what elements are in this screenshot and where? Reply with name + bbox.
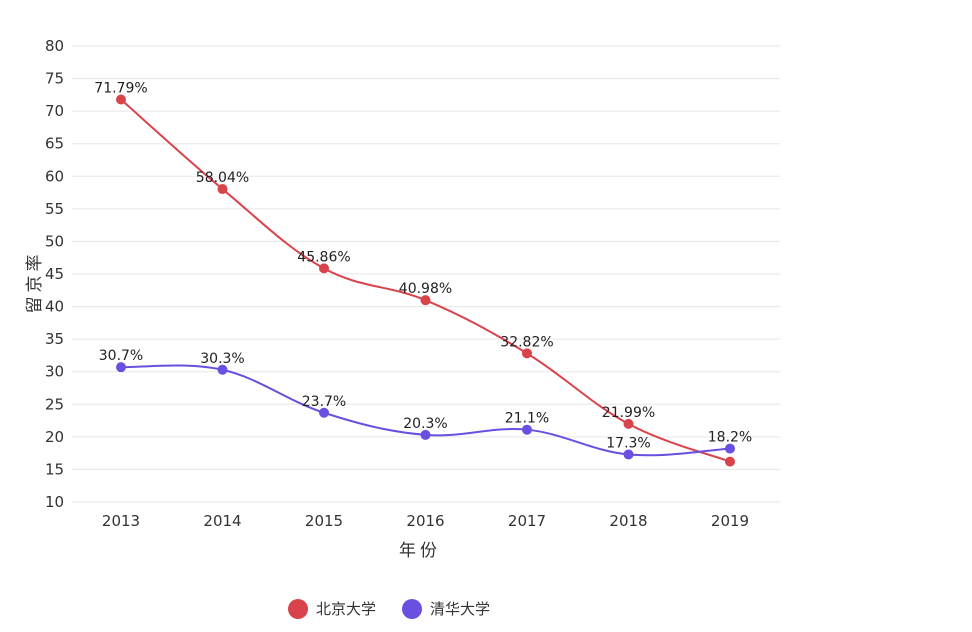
y-tick-label: 30 [45,363,64,381]
x-tick-label: 2014 [203,512,241,530]
data-point [623,449,634,460]
x-axis-ticks: 2013 2014 2015 2016 2017 2018 2019 [102,512,749,530]
y-tick-label: 40 [45,298,64,316]
y-tick-label: 20 [45,428,64,446]
data-labels: 71.79% 58.04% 45.86% 40.98% 32.82% 21.99% 30.7… [94,80,752,451]
data-point [725,443,735,454]
y-axis-ticks: 80 75 70 65 60 55 50 45 40 35 30 25 20 15 10 [45,37,64,511]
y-tick-label: 45 [45,265,64,283]
data-point [217,364,228,375]
y-axis-title: 留京率 [25,251,45,314]
legend-marker [402,599,422,619]
data-point [319,407,329,418]
data-point [217,184,228,195]
x-tick-label: 2017 [508,512,546,530]
y-tick-label: 15 [45,460,64,478]
data-point [522,348,532,359]
data-point [522,424,532,435]
data-label: 17.3% [606,435,650,451]
data-label: 30.3% [200,351,244,367]
y-tick-label: 60 [45,167,64,185]
data-label: 23.7% [302,394,346,410]
y-tick-label: 35 [45,330,64,348]
x-tick-label: 2018 [609,512,647,530]
data-point [116,94,126,105]
data-point [725,456,735,467]
data-point [623,418,634,429]
data-point [420,295,431,306]
data-label: 20.3% [403,416,447,432]
x-tick-label: 2015 [305,512,343,530]
x-tick-label: 2013 [102,512,140,530]
series-lines [116,94,735,467]
data-label: 40.98% [399,281,452,297]
y-tick-label: 50 [45,232,64,250]
data-label: 45.86% [297,249,350,265]
y-tick-label: 80 [45,37,64,55]
y-tick-label: 10 [45,493,64,511]
data-point [420,429,431,440]
legend-item: 清华大学 [402,599,490,619]
x-tick-label: 2016 [406,512,444,530]
legend-item: 北京大学 [288,599,376,619]
data-label: 32.82% [500,334,553,350]
x-tick-label: 2019 [711,512,749,530]
legend: 北京大学 清华大学 [288,599,490,619]
legend-label: 北京大学 [316,600,376,618]
y-tick-label: 70 [45,102,64,120]
data-point [116,362,126,373]
data-label: 30.7% [99,348,143,364]
data-point [319,263,329,274]
y-tick-label: 55 [45,200,64,218]
data-label: 58.04% [196,170,249,186]
data-label: 21.1% [505,411,549,427]
x-axis-title: 年份 [399,541,441,561]
y-tick-label: 65 [45,135,64,153]
y-tick-label: 25 [45,395,64,413]
legend-marker [288,599,308,619]
legend-label: 清华大学 [430,600,490,618]
data-label: 21.99% [602,405,655,421]
data-label: 18.2% [708,430,752,446]
y-tick-label: 75 [45,70,64,88]
data-label: 71.79% [94,80,147,96]
